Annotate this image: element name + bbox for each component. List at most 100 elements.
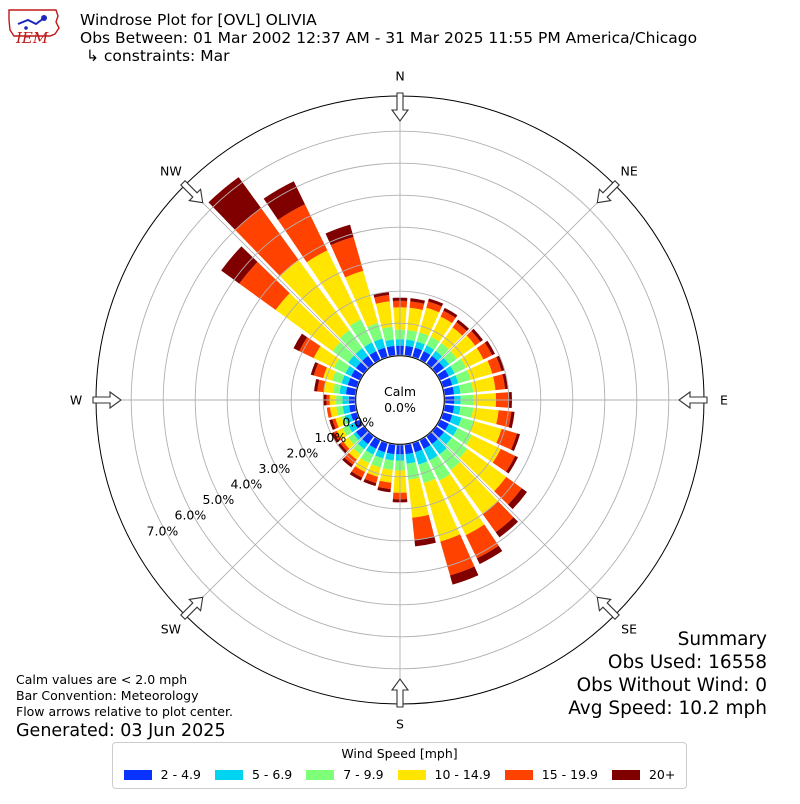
- obs-used: Obs Used: 16558: [607, 652, 767, 673]
- windrose-bar-segment: [348, 355, 361, 369]
- windrose-bar-segment: [458, 382, 474, 394]
- windrose-bar-segment: [406, 329, 418, 342]
- windrose-bar-segment: [345, 365, 355, 377]
- windrose-bar-segment: [432, 362, 445, 374]
- windrose-bar-segment: [332, 342, 355, 363]
- ring-gridline: [226, 226, 574, 574]
- windrose-bar-segment: [484, 340, 495, 356]
- windrose-bar-segment: [364, 342, 377, 355]
- windrose-bar-segment: [450, 335, 476, 359]
- windrose-bar-segment: [342, 405, 351, 415]
- windrose-bar-segment: [369, 437, 381, 449]
- windrose-bar-segment: [329, 419, 336, 431]
- windrose-bar-segment: [330, 432, 340, 444]
- windrose-bar-segment: [476, 545, 503, 565]
- summary-panel: Summary Obs Used: 16558 Obs Without Wind…: [568, 628, 767, 720]
- windrose-bar-segment: [450, 462, 498, 515]
- windrose-bar-segment: [440, 377, 453, 388]
- chart-title: Windrose Plot for [OVL] OLIVIA: [80, 11, 317, 29]
- windrose-bar-segment: [375, 301, 393, 329]
- flow-arrow-shape: [92, 390, 122, 410]
- obs-between: Obs Between: 01 Mar 2002 12:37 AM - 31 M…: [80, 29, 698, 47]
- windrose-bar-segment: [406, 462, 420, 480]
- windrose-bar-segment: [344, 414, 354, 424]
- calm-note: Calm values are < 2.0 mph: [16, 672, 188, 687]
- windrose-bar-segment: [466, 434, 501, 463]
- windrose-bar-segment: [428, 298, 444, 307]
- windrose-bar-segment: [235, 208, 299, 276]
- windrose-bar-segment: [349, 404, 357, 413]
- windrose-bar-segment: [367, 323, 383, 342]
- windrose-bar-segment: [353, 431, 361, 441]
- windrose-bar-segment: [419, 307, 440, 336]
- windrose-bar-segment: [404, 345, 414, 357]
- windrose-bar-segment: [357, 439, 369, 450]
- iem-logo: IEM: [6, 6, 62, 52]
- ring-gridline: [258, 258, 542, 542]
- windrose-bar-segment: [332, 418, 339, 429]
- windrose-bar-segment: [310, 362, 319, 376]
- windrose-bar-segment: [336, 405, 345, 416]
- radial-tick-label: 6.0%: [175, 508, 207, 523]
- windrose-bar-segment: [493, 374, 506, 391]
- bar-convention-note: Bar Convention: Meteorology: [16, 688, 199, 703]
- radial-tick-label: 4.0%: [230, 477, 262, 492]
- legend-swatch: [214, 769, 243, 780]
- windrose-bar-segment: [362, 432, 374, 445]
- direction-label: SE: [621, 622, 637, 637]
- windrose-bar-segment: [445, 437, 468, 458]
- windrose-bar-segment: [456, 319, 470, 332]
- legend-item: 2 - 4.9: [123, 767, 201, 782]
- windrose-bar-segment: [476, 342, 493, 360]
- windrose-bar-segment: [345, 386, 357, 396]
- windrose-bar-segment: [405, 452, 416, 464]
- legend-label: 15 - 19.9: [541, 767, 598, 782]
- windrose-bar-segment: [385, 339, 395, 348]
- direction-label: E: [720, 393, 728, 408]
- windrose-bar-segment: [465, 524, 499, 559]
- windrose-bar-segment: [426, 336, 440, 350]
- legend-label: 20+: [648, 767, 676, 782]
- flow-arrow-icon: [596, 180, 620, 204]
- windrose-bar-segment: [263, 181, 305, 220]
- windrose-bar-segment: [335, 416, 345, 428]
- flow-arrows-note: Flow arrows relative to plot center.: [16, 704, 233, 719]
- windrose-bar-segment: [362, 355, 374, 368]
- windrose-bar-segment: [432, 426, 445, 438]
- windrose-bar-segment: [443, 307, 458, 318]
- windrose-bar-segment: [508, 411, 515, 429]
- windrose-bar-segment: [364, 473, 379, 484]
- windrose-bar-segment: [374, 294, 390, 304]
- avg-speed: Avg Speed: 10.2 mph: [568, 698, 767, 719]
- windrose-bar-segment: [386, 443, 396, 455]
- radial-tick-label: 0.0%: [342, 415, 374, 430]
- calm-value: 0.0%: [384, 400, 416, 415]
- windrose-bar-segment: [341, 375, 351, 386]
- legend-item: 15 - 19.9: [504, 767, 598, 782]
- windrose-bar-segment: [414, 341, 425, 351]
- windrose-bar-segment: [385, 452, 395, 461]
- flow-arrow-icon: [596, 596, 620, 620]
- legend-item: 20+: [611, 767, 676, 782]
- spoke-gridline: [184, 184, 369, 369]
- windrose-bar-segment: [471, 328, 483, 342]
- windrose-bar-segment: [452, 405, 461, 415]
- windrose-bar-segment: [496, 355, 505, 372]
- windrose-bar-segment: [329, 406, 338, 418]
- legend-label: 10 - 14.9: [434, 767, 491, 782]
- windrose-bar-segment: [452, 322, 467, 336]
- windrose-bar-segment: [430, 316, 453, 342]
- windrose-bar-segment: [407, 307, 423, 332]
- windrose-bar-segment: [460, 347, 484, 368]
- windrose-bar-segment: [371, 455, 384, 468]
- legend-label: 2 - 4.9: [160, 767, 201, 782]
- windrose-bar-segment: [375, 449, 386, 459]
- windrose-bar-segment: [414, 449, 428, 465]
- calm-label: Calm: [384, 384, 416, 399]
- legend-swatch: [123, 769, 152, 780]
- radial-tick-label: 1.0%: [314, 430, 346, 445]
- windrose-bar-segment: [360, 450, 374, 464]
- obs-without-wind: Obs Without Wind: 0: [576, 675, 767, 696]
- windrose-bar-segment: [496, 428, 517, 450]
- windrose-bar-segment: [505, 455, 519, 474]
